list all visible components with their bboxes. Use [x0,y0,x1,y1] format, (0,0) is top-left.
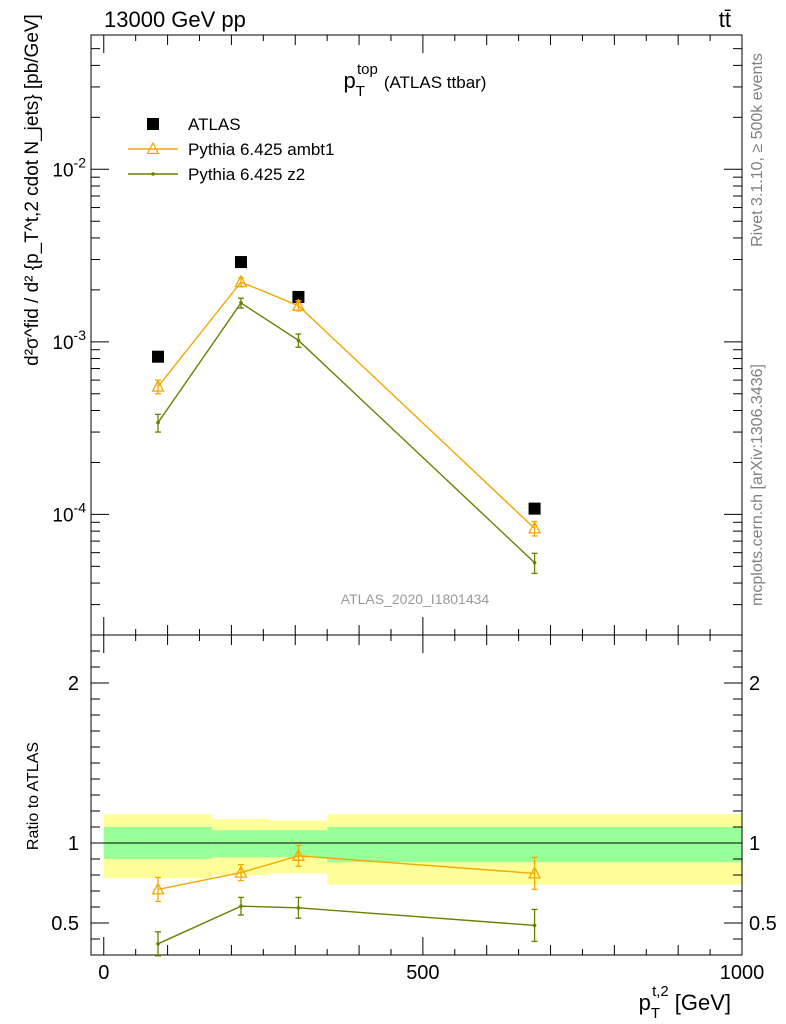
ratio-y-tick-label-left: 0.5 [51,913,79,935]
main-point-0-0 [152,350,165,363]
legend-label-1: Pythia 6.425 ambt1 [188,140,334,159]
ratio-band-inner-1 [212,830,270,858]
xlabel-sup: t,2 [652,983,669,1000]
ratio-point-1-3 [532,923,537,928]
main-point-0-2 [292,290,305,303]
header-right: tt̄ [719,7,731,32]
ratio-point-1-0 [156,942,160,946]
analysis-watermark: ATLAS_2020_I1801434 [341,591,490,607]
xlabel-main: p [639,990,651,1015]
main-series-line-2 [157,301,536,564]
ratio-point-1-2 [296,906,301,910]
y-tick-label-base: 10 [52,505,73,526]
ratio-frame [90,634,743,956]
ratio-plot: 0 500 1000 0.5 0.5 1 1 2 2 [51,634,777,984]
y-tick-label: 10-2 [52,154,86,181]
ratio-y-tick-label-left: 2 [68,673,79,695]
title-suffix: (ATLAS ttbar) [384,73,487,92]
title-sup: top [357,61,378,78]
x-tick-label: 0 [98,962,109,984]
y-tick-label: 10-4 [52,499,86,526]
x-tick-label: 500 [406,962,439,984]
ratio-point-0-2 [291,848,306,861]
x-tick-label: 1000 [720,962,765,984]
ratio-y-tick-label-right: 2 [749,673,760,695]
main-point-2-3 [532,560,537,565]
main-point-1-2 [291,298,306,311]
main-point-2-0 [156,420,160,425]
rivet-label: Rivet 3.1.10, ≥ 500k events [749,53,766,247]
ratio-series-line-1 [157,905,535,945]
x-axis-label: pTt,2 [GeV] [639,983,731,1022]
main-point-0-3 [528,502,541,515]
main-point-0-1 [234,256,247,269]
y-tick-label-exp: -4 [74,499,87,515]
ratio-point-0-1 [234,865,248,878]
y-tick-label: 10-3 [52,327,86,354]
legend-marker-0 [147,118,159,130]
main-plot: 10-210-310-4 [52,34,743,636]
ratio-y-tick-label-right: 0.5 [749,913,777,935]
ratio-point-0-0 [151,881,165,895]
title-sub: T [356,83,365,100]
ratio-point-0-3 [527,865,542,879]
legend-marker-1 [146,141,160,155]
main-series-line-1 [157,281,536,529]
legend-marker-2 [151,172,155,176]
xlabel-suffix: [GeV] [675,990,731,1015]
y-tick-label-exp: -3 [74,327,87,343]
ratio-series-line-0 [157,855,535,891]
mcplots-label: mcplots.cern.ch [arXiv:1306.3436] [749,364,766,606]
main-point-1-3 [527,520,542,534]
xlabel-sub: T [651,1005,660,1022]
y-tick-label-base: 10 [52,160,73,181]
header-left: 13000 GeV pp [104,7,246,32]
ratio-y-tick-label-left: 1 [68,833,79,855]
y-tick-label-base: 10 [52,333,73,354]
legend-label-0: ATLAS [188,115,241,134]
legend-label-2: Pythia 6.425 z2 [188,165,305,184]
ratio-point-1-1 [239,904,243,908]
main-ylabel-text: d²σ^fid / d² {p_T^t,2 cdot N_jets} [pb/G… [22,14,43,366]
title-main: p [344,68,356,93]
legend: ATLAS Pythia 6.425 ambt1 Pythia 6.425 z2 [128,115,334,184]
main-ylabel: d²σ^fid / d² {p_T^t,2 cdot N_jets} [pb/G… [22,14,43,366]
ratio-ylabel: Ratio to ATLAS [25,742,42,850]
y-tick-label-exp: -2 [74,154,87,170]
ratio-band-inner-3 [327,827,742,863]
ratio-y-tick-label-right: 1 [749,833,760,855]
main-title: pTtop (ATLAS ttbar) [344,61,487,100]
main-point-1-0 [151,379,165,392]
main-point-2-1 [239,301,243,305]
main-point-2-2 [296,338,301,343]
main-point-1-1 [234,274,248,288]
